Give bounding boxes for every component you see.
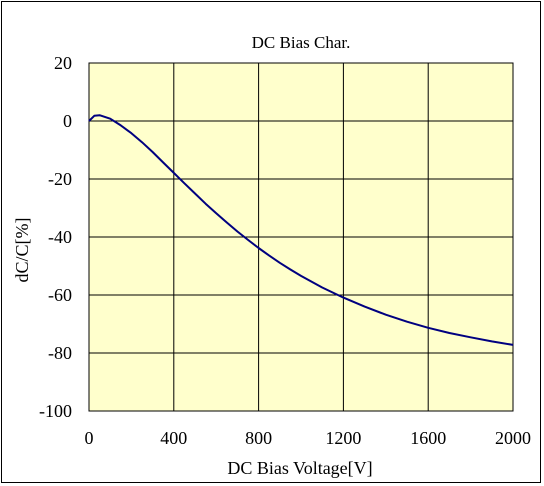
plot-border — [88, 62, 514, 412]
y-tick-label: -80 — [48, 343, 72, 363]
x-axis-label: DC Bias Voltage[V] — [227, 458, 372, 478]
y-tick-label: -20 — [48, 169, 72, 189]
x-tick-label: 1200 — [325, 428, 361, 448]
chart-title: DC Bias Char. — [252, 33, 351, 52]
x-tick-label: 2000 — [495, 428, 531, 448]
x-tick-label: 800 — [245, 428, 272, 448]
x-tick-label: 400 — [160, 428, 187, 448]
y-axis-label: dC/C[%] — [12, 218, 32, 283]
y-tick-label: 20 — [54, 53, 72, 73]
y-tick-label: -100 — [39, 401, 72, 421]
series-group — [88, 114, 514, 346]
y-tick-label: 0 — [63, 111, 72, 131]
series-line — [88, 114, 514, 346]
y-tick-label: -40 — [48, 227, 72, 247]
y-tick-label: -60 — [48, 285, 72, 305]
tick-labels: 0 400 800 1200 1600 2000 20 0 -20 -40 -60 -80 -100 — [39, 53, 531, 448]
grid-lines — [89, 63, 513, 411]
x-tick-label: 1600 — [410, 428, 446, 448]
x-tick-label: 0 — [85, 428, 94, 448]
